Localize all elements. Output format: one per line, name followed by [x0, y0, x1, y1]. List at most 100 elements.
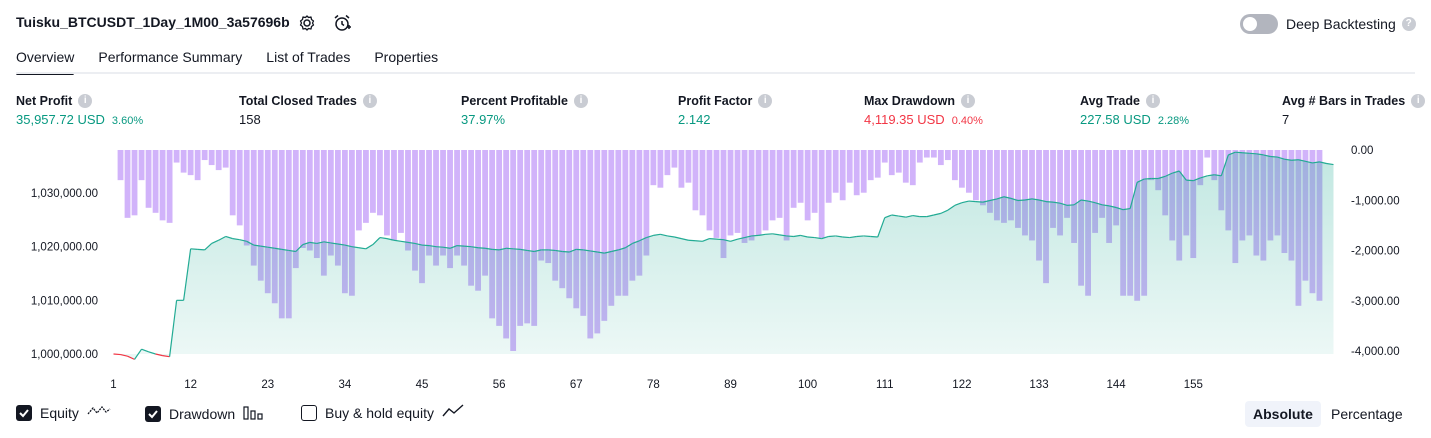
equity-segment	[134, 348, 143, 360]
drawdown-bar	[692, 150, 699, 211]
equity-segment	[709, 238, 717, 240]
drawdown-bar	[524, 150, 531, 324]
equity-segment	[393, 239, 402, 242]
equity-segment	[947, 204, 956, 211]
buy-hold-label: Buy & hold equity	[325, 404, 434, 421]
equity-segment	[211, 239, 219, 244]
info-icon[interactable]: i	[1145, 94, 1160, 108]
drawdown-label: Drawdown	[169, 405, 236, 422]
equity-segment	[330, 242, 338, 245]
drawdown-bar	[320, 150, 327, 276]
equity-segment	[1186, 179, 1194, 182]
legend-buy-hold[interactable]: Buy & hold equity	[301, 404, 464, 421]
drawdown-bar	[580, 150, 587, 316]
equity-segment	[1200, 175, 1208, 179]
equity-segment	[309, 241, 317, 245]
equity-segment	[961, 200, 970, 204]
metric-profit-factor: Profit Factor i 2.142	[678, 94, 773, 127]
drawdown-bar	[194, 150, 201, 181]
drawdown-bar	[1015, 150, 1021, 228]
drawdown-bar	[930, 150, 937, 158]
equity-segment	[765, 233, 773, 235]
drawdown-bar	[1148, 150, 1155, 181]
equity-segment	[646, 234, 654, 239]
alarm-clock-icon[interactable]	[332, 13, 352, 36]
equity-segment	[779, 234, 787, 237]
drawdown-bar	[937, 150, 944, 166]
drawdown-bar	[454, 150, 460, 256]
drawdown-bar	[867, 150, 874, 181]
info-icon[interactable]: i	[362, 94, 377, 108]
equity-segment	[1052, 201, 1061, 204]
legend-drawdown[interactable]: Drawdown	[145, 404, 265, 423]
drawdown-bar	[706, 150, 713, 231]
tab-overview[interactable]: Overview	[16, 47, 75, 75]
equity-segment	[1067, 204, 1075, 206]
equity-segment	[386, 238, 395, 241]
equity-segment	[1298, 159, 1306, 162]
equity-segment	[1214, 174, 1222, 177]
metric-percent-profitable: Percent Profitable i 37.97%	[461, 94, 588, 127]
right-axis-tick: -3,000.00	[1351, 296, 1400, 308]
info-icon[interactable]: i	[573, 94, 588, 108]
equity-segment	[442, 246, 451, 249]
equity-segment	[1123, 207, 1131, 211]
drawdown-bar	[341, 150, 348, 294]
buy-hold-checkbox[interactable]	[301, 404, 317, 421]
drawdown-bar	[391, 150, 397, 241]
deep-backtesting-toggle[interactable]	[1240, 14, 1278, 34]
tab-list-of-trades[interactable]: List of Trades	[266, 49, 351, 65]
settings-gear-icon[interactable]	[298, 14, 316, 35]
equity-segment	[611, 249, 619, 253]
metric-label: Profit Factor	[678, 94, 753, 108]
drawdown-bar	[839, 150, 846, 201]
drawdown-bar	[804, 150, 811, 221]
equity-segment	[933, 212, 941, 216]
info-icon[interactable]: i	[758, 94, 773, 108]
equity-segment	[1017, 199, 1026, 202]
drawdown-bar	[622, 150, 629, 296]
drawdown-checkbox[interactable]	[145, 405, 161, 422]
equity-segment	[702, 238, 710, 242]
equity-segment	[1136, 178, 1145, 183]
equity-segment	[485, 247, 493, 250]
equity-segment	[274, 247, 282, 250]
equity-segment	[653, 233, 661, 236]
equity-drawdown-chart[interactable]: 1,030,000.00 1,020,000.00 1,010,000.00 1,00…	[0, 138, 1431, 396]
equity-segment	[253, 244, 261, 247]
tab-performance-summary[interactable]: Performance Summary	[98, 49, 243, 65]
help-icon[interactable]: ?	[1401, 17, 1416, 31]
trend-line-icon	[442, 404, 464, 421]
equity-segment	[288, 249, 296, 253]
drawdown-bar	[363, 150, 369, 223]
tab-properties[interactable]: Properties	[374, 49, 439, 65]
equity-segment	[1305, 160, 1313, 164]
equity-label: Equity	[40, 404, 79, 421]
drawdown-bar	[987, 150, 993, 213]
x-axis-tick: 133	[1029, 379, 1048, 391]
equity-segment	[435, 246, 444, 248]
drawdown-bar	[994, 150, 1000, 221]
drawdown-bar	[825, 150, 832, 203]
drawdown-bar	[299, 150, 306, 248]
info-icon[interactable]: i	[961, 94, 975, 108]
x-axis-tick: 89	[724, 379, 737, 391]
info-icon[interactable]: i	[78, 94, 93, 108]
drawdown-bar	[615, 150, 622, 296]
drawdown-bar	[776, 150, 783, 218]
drawdown-bar	[461, 150, 467, 266]
report-tabs: Overview Performance Summary List of Tra…	[16, 47, 462, 75]
info-icon[interactable]: i	[1411, 94, 1426, 108]
equity-segment	[506, 247, 514, 250]
legend-equity[interactable]: Equity	[16, 404, 111, 421]
absolute-button[interactable]: Absolute	[1245, 401, 1321, 427]
percentage-button[interactable]: Percentage	[1331, 406, 1403, 422]
drawdown-bar	[973, 150, 979, 201]
equity-segment	[912, 214, 920, 218]
equity-segment	[113, 353, 121, 356]
x-axis-tick: 23	[261, 379, 274, 391]
equity-segment	[632, 240, 640, 245]
equity-segment	[457, 244, 465, 247]
drawdown-bar	[138, 150, 145, 181]
equity-checkbox[interactable]	[16, 404, 32, 421]
